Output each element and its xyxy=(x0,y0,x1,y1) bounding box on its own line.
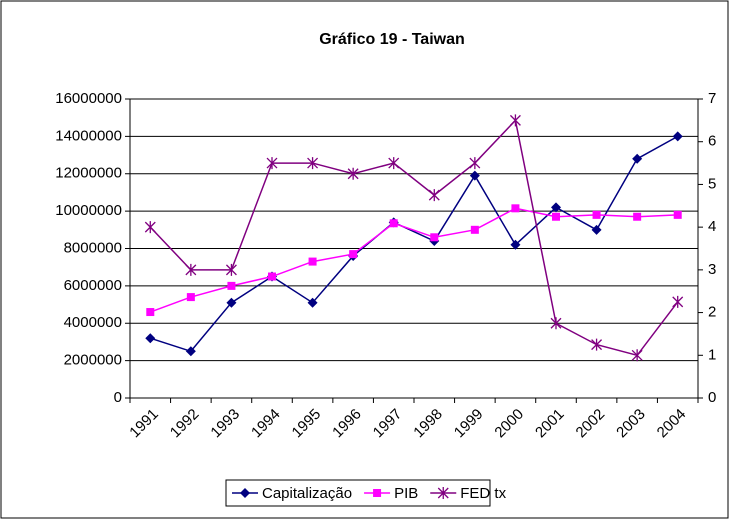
y2-tick-label: 4 xyxy=(708,218,716,235)
marker xyxy=(470,225,479,234)
y-tick-label: 8000000 xyxy=(64,239,122,256)
marker xyxy=(307,297,318,308)
marker xyxy=(268,272,276,281)
marker xyxy=(437,487,449,499)
series-line xyxy=(150,135,679,353)
marker xyxy=(388,157,400,170)
marker xyxy=(145,333,156,344)
legend: Capitalização PIB FED tx xyxy=(225,479,507,507)
y-tick-label: 4000000 xyxy=(64,314,122,331)
marker xyxy=(225,263,237,276)
marker xyxy=(226,297,237,308)
y2-tick-label: 0 xyxy=(708,389,716,406)
y-tick-label: 6000000 xyxy=(64,277,122,294)
marker xyxy=(349,250,358,259)
marker xyxy=(430,233,439,242)
y2-tick-label: 3 xyxy=(708,261,716,278)
marker xyxy=(551,202,561,213)
legend-label: PIB xyxy=(394,485,418,502)
y-tick-label: 14000000 xyxy=(55,127,122,144)
marker xyxy=(469,157,481,170)
y2-tick-label: 7 xyxy=(708,90,716,107)
marker xyxy=(510,239,521,250)
marker xyxy=(266,157,278,170)
marker xyxy=(511,204,520,213)
marker xyxy=(144,221,156,234)
marker xyxy=(592,210,601,219)
marker xyxy=(185,346,196,357)
marker xyxy=(591,224,602,235)
series-line xyxy=(149,118,679,357)
marker xyxy=(389,219,398,228)
y2-tick-label: 1 xyxy=(708,346,716,363)
marker xyxy=(185,263,197,276)
marker xyxy=(469,170,480,181)
marker xyxy=(509,114,521,127)
marker xyxy=(347,167,359,180)
y2-tick-label: 6 xyxy=(708,133,716,150)
marker xyxy=(146,308,155,317)
marker xyxy=(673,210,682,219)
y-tick-label: 10000000 xyxy=(55,202,122,219)
y-tick-label: 12000000 xyxy=(55,165,122,182)
marker xyxy=(308,257,317,266)
y2-tick-label: 2 xyxy=(708,304,716,321)
marker xyxy=(186,293,195,302)
y-tick-label: 16000000 xyxy=(55,90,122,107)
legend-label: FED tx xyxy=(460,485,506,502)
marker xyxy=(240,488,250,498)
marker xyxy=(428,189,440,202)
marker xyxy=(672,295,684,308)
marker xyxy=(631,349,643,362)
marker xyxy=(633,212,642,221)
marker xyxy=(632,153,643,164)
y-tick-label: 0 xyxy=(114,389,122,406)
y-tick-label: 2000000 xyxy=(64,352,122,369)
marker xyxy=(550,317,562,330)
marker xyxy=(591,338,603,351)
y2-tick-label: 5 xyxy=(708,175,716,192)
marker xyxy=(672,131,683,142)
marker xyxy=(227,281,236,290)
marker xyxy=(373,489,382,497)
legend-label: Capitalização xyxy=(262,485,352,502)
series-line xyxy=(150,207,678,313)
chart-title: Gráfico 19 - Taiwan xyxy=(319,31,465,48)
marker xyxy=(307,157,319,170)
marker xyxy=(552,212,560,221)
